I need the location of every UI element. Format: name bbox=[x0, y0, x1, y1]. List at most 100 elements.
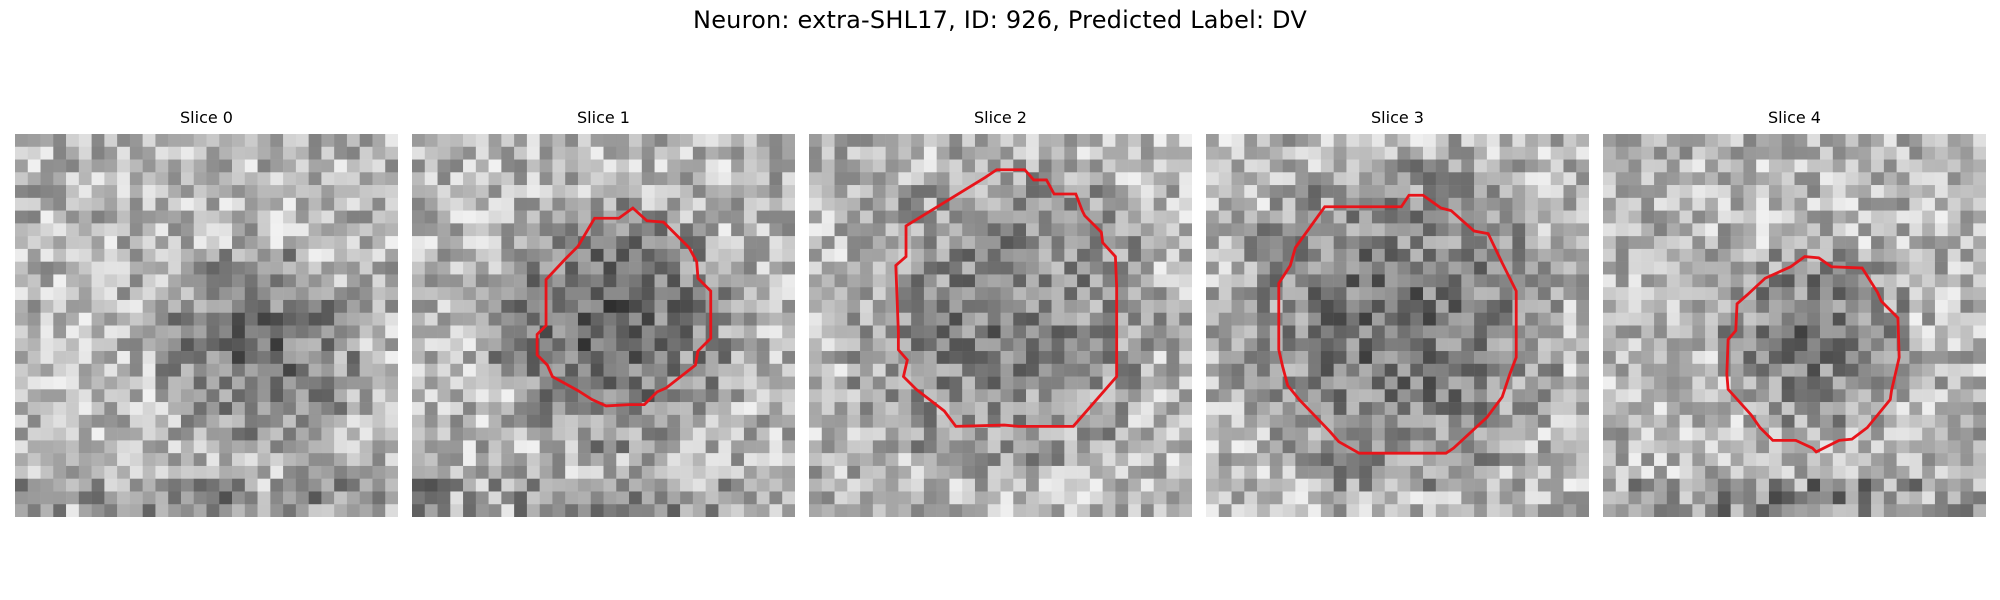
image-pixel bbox=[15, 491, 29, 505]
image-pixel bbox=[1474, 491, 1488, 505]
image-pixel bbox=[756, 261, 770, 275]
image-pixel bbox=[219, 172, 233, 186]
image-pixel bbox=[142, 427, 156, 441]
image-pixel bbox=[1679, 402, 1693, 416]
image-pixel bbox=[1512, 299, 1526, 313]
image-pixel bbox=[667, 210, 681, 224]
image-pixel bbox=[1909, 453, 1923, 467]
image-pixel bbox=[949, 338, 963, 352]
image-pixel bbox=[1794, 159, 1808, 173]
image-pixel bbox=[155, 325, 169, 339]
image-pixel bbox=[1320, 351, 1334, 365]
image-pixel bbox=[1550, 223, 1564, 237]
image-pixel bbox=[1179, 287, 1192, 301]
image-pixel bbox=[424, 325, 438, 339]
image-pixel bbox=[1615, 325, 1629, 339]
image-pixel bbox=[1807, 478, 1821, 492]
image-pixel bbox=[1013, 453, 1027, 467]
image-pixel bbox=[860, 274, 874, 288]
image-pixel bbox=[180, 210, 194, 224]
image-pixel bbox=[78, 453, 92, 467]
image-pixel bbox=[1218, 312, 1232, 326]
image-pixel bbox=[987, 312, 1001, 326]
image-pixel bbox=[692, 389, 706, 403]
image-pixel bbox=[117, 261, 131, 275]
image-pixel bbox=[577, 159, 591, 173]
image-pixel bbox=[1295, 465, 1309, 479]
image-pixel bbox=[1308, 402, 1322, 416]
image-pixel bbox=[180, 402, 194, 416]
image-pixel bbox=[514, 351, 528, 365]
image-pixel bbox=[1537, 236, 1551, 250]
image-pixel bbox=[1000, 299, 1014, 313]
image-pixel bbox=[1359, 197, 1373, 211]
image-pixel bbox=[1654, 159, 1668, 173]
image-pixel bbox=[1537, 504, 1551, 517]
image-pixel bbox=[168, 453, 182, 467]
image-pixel bbox=[1282, 414, 1296, 428]
image-pixel bbox=[1794, 325, 1808, 339]
image-pixel bbox=[1576, 248, 1589, 262]
image-pixel bbox=[1064, 159, 1078, 173]
image-pixel bbox=[424, 440, 438, 454]
image-pixel bbox=[962, 363, 976, 377]
image-pixel bbox=[1461, 351, 1475, 365]
image-pixel bbox=[885, 134, 899, 148]
image-pixel bbox=[1794, 414, 1808, 428]
figure-title: Neuron: extra-SHL17, ID: 926, Predicted … bbox=[693, 6, 1307, 34]
image-pixel bbox=[680, 453, 694, 467]
image-pixel bbox=[193, 274, 207, 288]
image-pixel bbox=[539, 210, 553, 224]
image-pixel bbox=[1845, 478, 1859, 492]
image-pixel bbox=[206, 185, 220, 199]
image-pixel bbox=[91, 363, 105, 377]
image-pixel bbox=[78, 427, 92, 441]
image-pixel bbox=[654, 299, 668, 313]
image-pixel bbox=[66, 159, 80, 173]
image-pixel bbox=[1768, 325, 1782, 339]
image-pixel bbox=[1346, 185, 1360, 199]
image-pixel bbox=[1576, 414, 1589, 428]
image-pixel bbox=[1896, 504, 1910, 517]
image-pixel bbox=[1257, 363, 1271, 377]
image-pixel bbox=[718, 261, 732, 275]
image-pixel bbox=[1244, 248, 1258, 262]
image-pixel bbox=[1410, 363, 1424, 377]
image-pixel bbox=[385, 504, 398, 517]
image-pixel bbox=[40, 261, 54, 275]
image-pixel bbox=[129, 261, 143, 275]
image-pixel bbox=[232, 325, 246, 339]
image-pixel bbox=[1654, 312, 1668, 326]
image-pixel bbox=[1666, 236, 1680, 250]
image-pixel bbox=[539, 440, 553, 454]
image-pixel bbox=[1371, 261, 1385, 275]
image-pixel bbox=[1615, 210, 1629, 224]
image-pixel bbox=[501, 376, 515, 390]
image-pixel bbox=[1499, 465, 1513, 479]
image-pixel bbox=[1654, 210, 1668, 224]
image-pixel bbox=[911, 325, 925, 339]
image-pixel bbox=[424, 223, 438, 237]
image-pixel bbox=[1550, 351, 1564, 365]
image-pixel bbox=[731, 325, 745, 339]
image-pixel bbox=[1934, 491, 1948, 505]
image-pixel bbox=[1525, 210, 1539, 224]
image-pixel bbox=[1359, 338, 1373, 352]
image-pixel bbox=[424, 414, 438, 428]
image-pixel bbox=[718, 159, 732, 173]
image-pixel bbox=[667, 197, 681, 211]
image-pixel bbox=[91, 274, 105, 288]
image-pixel bbox=[1346, 146, 1360, 160]
image-pixel bbox=[590, 427, 604, 441]
image-pixel bbox=[1397, 299, 1411, 313]
image-pixel bbox=[437, 159, 451, 173]
image-pixel bbox=[321, 146, 335, 160]
image-pixel bbox=[809, 185, 823, 199]
image-pixel bbox=[1064, 427, 1078, 441]
image-pixel bbox=[1679, 210, 1693, 224]
image-pixel bbox=[1537, 248, 1551, 262]
image-pixel bbox=[1448, 453, 1462, 467]
image-pixel bbox=[1947, 312, 1961, 326]
image-pixel bbox=[552, 389, 566, 403]
image-pixel bbox=[962, 134, 976, 148]
